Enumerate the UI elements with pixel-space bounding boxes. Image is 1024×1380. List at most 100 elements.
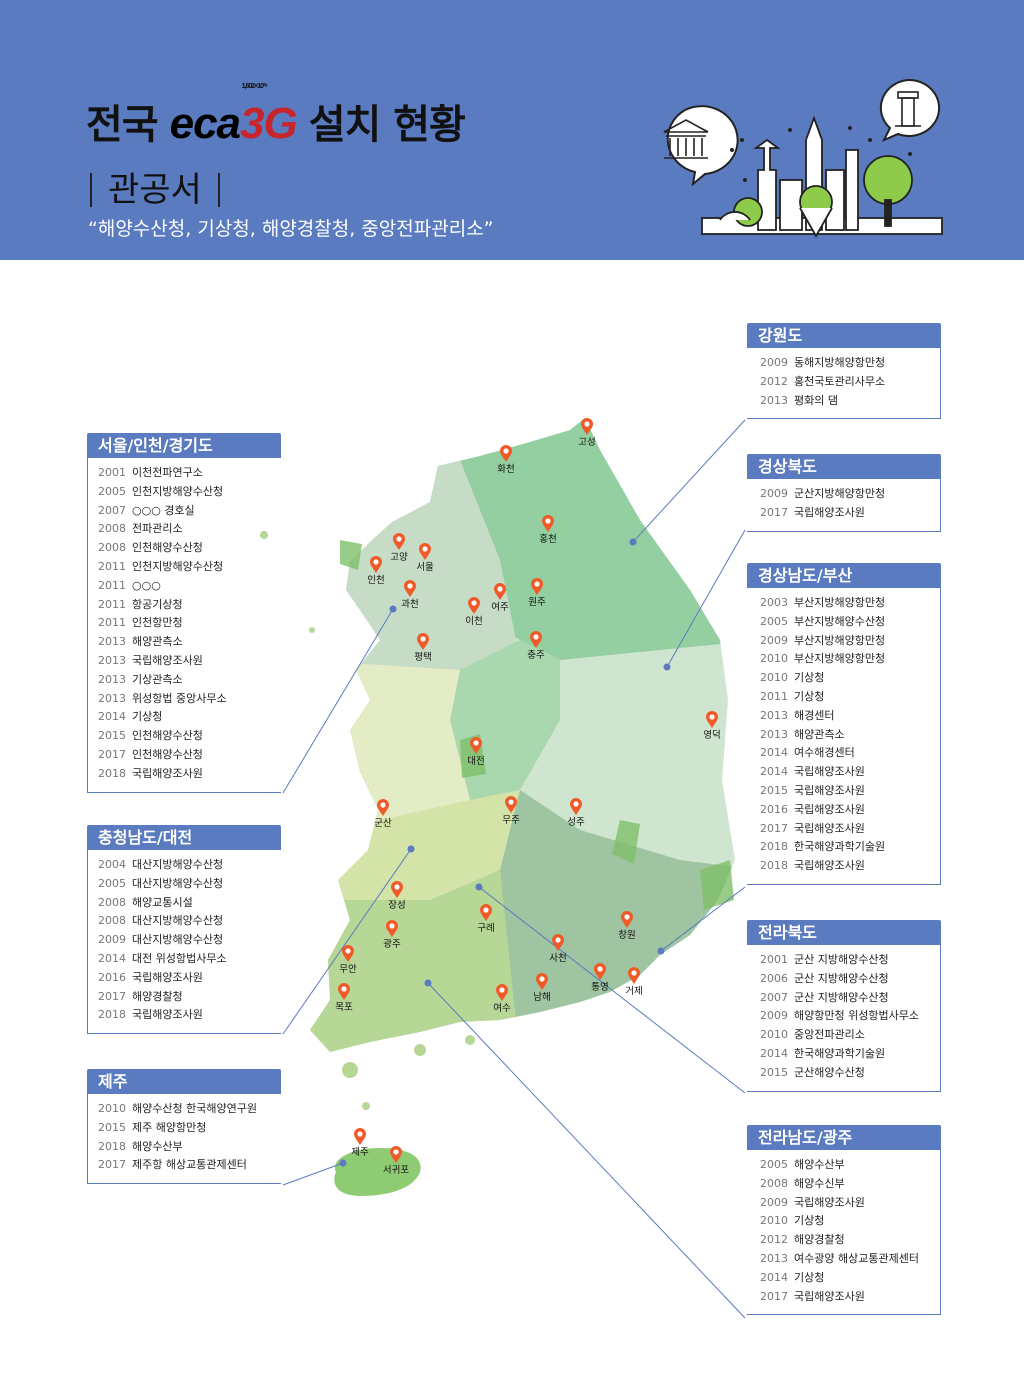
item-name: 위성항법 중앙사무소 bbox=[132, 691, 227, 705]
location-pin-icon bbox=[370, 556, 382, 573]
location-pin-icon bbox=[494, 583, 506, 600]
pin-label: 평택 bbox=[414, 652, 432, 663]
list-item: 2018 해양수산부 bbox=[98, 1138, 281, 1157]
item-year: 2001 bbox=[98, 466, 126, 479]
item-name: 대산지방해양수산청 bbox=[132, 933, 224, 947]
logo-superscript: 1,602×10¹⁹ bbox=[241, 83, 268, 90]
pin-label: 충주 bbox=[527, 650, 545, 661]
pin-label: 목포 bbox=[335, 1002, 353, 1013]
location-pin-icon bbox=[530, 631, 542, 648]
list-item: 2018 한국해양과학기술원 bbox=[760, 838, 940, 857]
region-list: 2001 군산 지방해양수산청 2006 군산 지방해양수산청 2007 군산 지방해양수… bbox=[747, 945, 941, 1092]
region-box-jeonbuk: 전라북도 2001 군산 지방해양수산청 2006 군산 지방해양수산청 2007 군산 지… bbox=[747, 920, 941, 1092]
list-item: 2009 동해지방해양항만청 bbox=[760, 354, 940, 373]
pin-label: 영덕 bbox=[703, 730, 721, 741]
item-name: 해양수산부 bbox=[794, 1158, 845, 1171]
map-region-jeju bbox=[334, 1148, 421, 1196]
item-name: 평화의 댐 bbox=[794, 393, 838, 407]
list-item: 2018 국립해양조사원 bbox=[760, 857, 940, 876]
map-pin: 통영 bbox=[580, 962, 620, 993]
list-item: 2009 군산지방해양항만청 bbox=[760, 485, 940, 504]
location-pin-icon bbox=[542, 515, 554, 532]
item-year: 2013 bbox=[98, 691, 126, 705]
list-item: 2013 국립해양조사원 bbox=[98, 652, 281, 671]
item-name: 국립해양조사원 bbox=[132, 970, 203, 984]
map-pin: 서귀포 bbox=[376, 1145, 416, 1176]
location-pin-icon bbox=[404, 580, 416, 597]
region-list: 2004 대산지방해양수산청 2005 대산지방해양수산청 2008 해양교통시설 2008… bbox=[87, 850, 281, 1035]
item-year: 2003 bbox=[760, 596, 788, 609]
location-pin-icon bbox=[496, 984, 508, 1001]
item-year: 2011 bbox=[98, 616, 126, 630]
item-year: 2011 bbox=[760, 689, 788, 703]
list-item: 2015 인천해양수산청 bbox=[98, 727, 281, 746]
connector-dot bbox=[407, 845, 415, 853]
item-year: 2012 bbox=[760, 1233, 788, 1247]
item-year: 2011 bbox=[98, 597, 126, 611]
list-item: 2015 제주 해양항만청 bbox=[98, 1119, 281, 1138]
description: “해양수산청, 기상청, 해양경찰청, 중앙전파관리소” bbox=[88, 218, 494, 240]
item-year: 2013 bbox=[98, 635, 126, 649]
item-year: 2005 bbox=[98, 876, 126, 890]
list-item: 2005 인천지방해양수산청 bbox=[98, 483, 281, 502]
map-pin: 화천 bbox=[486, 444, 526, 475]
item-name: 기상청 bbox=[132, 710, 163, 724]
item-name: ○○○ 경호실 bbox=[132, 503, 195, 517]
location-pin-icon bbox=[338, 983, 350, 1000]
item-name: 대산지방해양수산청 bbox=[132, 876, 224, 890]
item-year: 2017 bbox=[760, 505, 788, 519]
list-item: 2011 인천항만청 bbox=[98, 614, 281, 633]
government-building-icon bbox=[663, 119, 709, 159]
list-item: 2017 국립해양조사원 bbox=[760, 1288, 940, 1307]
map-pin: 영덕 bbox=[692, 710, 732, 741]
list-item: 2013 위성항법 중앙사무소 bbox=[98, 690, 281, 709]
connector-line bbox=[282, 608, 394, 794]
item-year: 2009 bbox=[98, 933, 126, 947]
item-name: 해양경찰청 bbox=[794, 1233, 845, 1247]
list-item: 2005 부산지방해양수산청 bbox=[760, 613, 940, 632]
location-pin-icon bbox=[570, 798, 582, 815]
connector-line bbox=[282, 848, 412, 1035]
list-item: 2004 대산지방해양수산청 bbox=[98, 856, 281, 875]
pin-label: 창원 bbox=[618, 930, 636, 941]
connector-line bbox=[478, 886, 746, 1094]
item-name: 국립해양조사원 bbox=[794, 505, 865, 519]
region-list: 2005 해양수산부 2008 해양수신부 2009 국립해양조사원 2010 기상청 2012… bbox=[747, 1150, 941, 1316]
item-name: 해양교통시설 bbox=[132, 895, 193, 909]
item-year: 2008 bbox=[98, 522, 126, 536]
item-year: 2015 bbox=[98, 1120, 126, 1134]
location-pin-icon bbox=[390, 1146, 402, 1163]
list-item: 2014 기상청 bbox=[98, 708, 281, 727]
header-banner: 전국 1,602×10¹⁹ eca3G 설치 현황 관공서 “해양수산청, 기상청, … bbox=[0, 0, 1024, 260]
item-year: 2018 bbox=[760, 840, 788, 854]
item-year: 2013 bbox=[98, 672, 126, 686]
title-suffix: 설치 현황 bbox=[308, 102, 466, 148]
item-name: 여수광양 해상교통관제센터 bbox=[794, 1251, 919, 1265]
item-year: 2009 bbox=[760, 1195, 788, 1209]
map-pin: 고양 bbox=[379, 532, 419, 563]
connector-dot bbox=[663, 663, 671, 671]
list-item: 2008 해양교통시설 bbox=[98, 894, 281, 913]
map-islands bbox=[260, 531, 475, 1110]
item-name: 국립해양조사원 bbox=[794, 765, 865, 779]
item-year: 2001 bbox=[760, 953, 788, 966]
region-title: 강원도 bbox=[747, 323, 941, 348]
location-pin-icon bbox=[470, 737, 482, 754]
item-year: 2006 bbox=[760, 971, 788, 985]
item-year: 2010 bbox=[760, 671, 788, 685]
item-name: 국립해양조사원 bbox=[794, 821, 865, 835]
location-pin-icon bbox=[536, 973, 548, 990]
map-pin: 충주 bbox=[516, 630, 556, 661]
list-item: 2008 전파관리소 bbox=[98, 520, 281, 539]
pin-label: 통영 bbox=[591, 982, 609, 993]
pin-label: 여수 bbox=[493, 1003, 511, 1014]
title-prefix: 전국 bbox=[86, 102, 159, 148]
item-name: 해양수신부 bbox=[794, 1176, 845, 1190]
location-pin-icon bbox=[581, 418, 593, 435]
location-pin-icon bbox=[354, 1128, 366, 1145]
item-year: 2011 bbox=[98, 559, 126, 573]
region-box-gyeongnam-busan: 경상남도/부산 2003 부산지방해양항만청 2005 부산지방해양수산청 2009 부산지… bbox=[747, 563, 941, 885]
map-pin: 여주 bbox=[480, 582, 520, 613]
map-pin: 홍천 bbox=[528, 514, 568, 545]
speech-bubble-icon bbox=[879, 78, 941, 142]
